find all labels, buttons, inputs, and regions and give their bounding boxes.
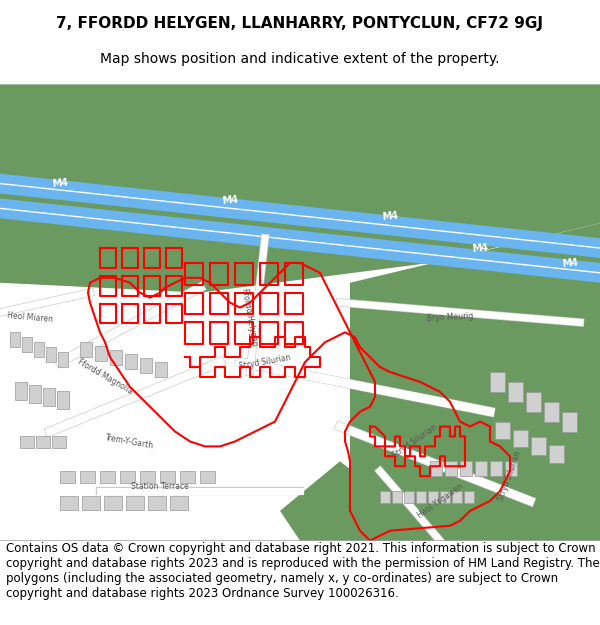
Bar (380, 491, 390, 503)
Text: M4: M4 (472, 242, 488, 254)
Bar (531, 438, 546, 456)
Bar (428, 491, 438, 503)
Bar (544, 402, 559, 422)
Bar (160, 471, 175, 483)
Bar (36, 436, 50, 448)
Bar (140, 471, 155, 483)
Bar (104, 496, 122, 510)
Bar (513, 429, 528, 448)
Text: M4: M4 (562, 258, 578, 269)
Bar (80, 342, 92, 357)
Bar (110, 350, 122, 365)
Bar (29, 385, 41, 402)
Bar (475, 461, 487, 476)
Bar (430, 461, 442, 476)
Bar (46, 348, 56, 362)
Bar (57, 391, 69, 409)
Bar (549, 446, 564, 463)
Text: Heol Miaren: Heol Miaren (7, 311, 53, 324)
Bar (20, 436, 34, 448)
Text: M4: M4 (382, 211, 398, 222)
Bar (60, 471, 75, 483)
Bar (52, 436, 66, 448)
Text: Stryd Silurian: Stryd Silurian (497, 450, 523, 502)
Bar (404, 491, 414, 503)
Bar (495, 422, 510, 439)
Bar (10, 332, 20, 348)
Bar (490, 461, 502, 476)
Bar (180, 471, 195, 483)
Bar (155, 362, 167, 377)
Bar (392, 491, 402, 503)
Bar (170, 496, 188, 510)
Text: Contains OS data © Crown copyright and database right 2021. This information is : Contains OS data © Crown copyright and d… (6, 542, 600, 600)
Text: M4: M4 (52, 178, 68, 189)
Bar (125, 354, 137, 369)
Bar (416, 491, 426, 503)
Text: Map shows position and indicative extent of the property.: Map shows position and indicative extent… (100, 52, 500, 66)
Text: Station Terrace: Station Terrace (131, 482, 189, 491)
Text: Trem-Y-Garth: Trem-Y-Garth (105, 432, 155, 450)
Bar (126, 496, 144, 510)
Text: 7, FFORDD HELYGEN, LLANHARRY, PONTYCLUN, CF72 9GJ: 7, FFORDD HELYGEN, LLANHARRY, PONTYCLUN,… (56, 16, 544, 31)
Bar (58, 352, 68, 367)
Text: Ffordd Magnolia: Ffordd Magnolia (76, 357, 134, 396)
Text: Ffordd Helygen: Ffordd Helygen (241, 288, 260, 347)
Bar (460, 461, 472, 476)
Bar (100, 471, 115, 483)
Text: Heol Ysgawen: Heol Ysgawen (415, 482, 464, 520)
Bar (526, 392, 541, 412)
Bar (95, 346, 107, 361)
Text: Stryd Silurian: Stryd Silurian (239, 353, 292, 371)
Bar (440, 491, 450, 503)
Bar (490, 372, 505, 392)
Bar (34, 342, 44, 357)
Bar (22, 338, 32, 352)
Bar (140, 358, 152, 373)
Text: Stryd Silurian: Stryd Silurian (391, 422, 439, 460)
Bar (82, 496, 100, 510)
Bar (445, 461, 457, 476)
Bar (562, 412, 577, 431)
Bar (505, 461, 517, 476)
Bar (200, 471, 215, 483)
Bar (43, 388, 55, 406)
Bar (148, 496, 166, 510)
Bar (80, 471, 95, 483)
Bar (508, 382, 523, 402)
Bar (120, 471, 135, 483)
Bar (452, 491, 462, 503)
Text: Bryn Meurig: Bryn Meurig (427, 312, 473, 323)
Bar (60, 496, 78, 510)
Bar (15, 382, 27, 400)
Text: M4: M4 (221, 195, 239, 206)
Bar (464, 491, 474, 503)
